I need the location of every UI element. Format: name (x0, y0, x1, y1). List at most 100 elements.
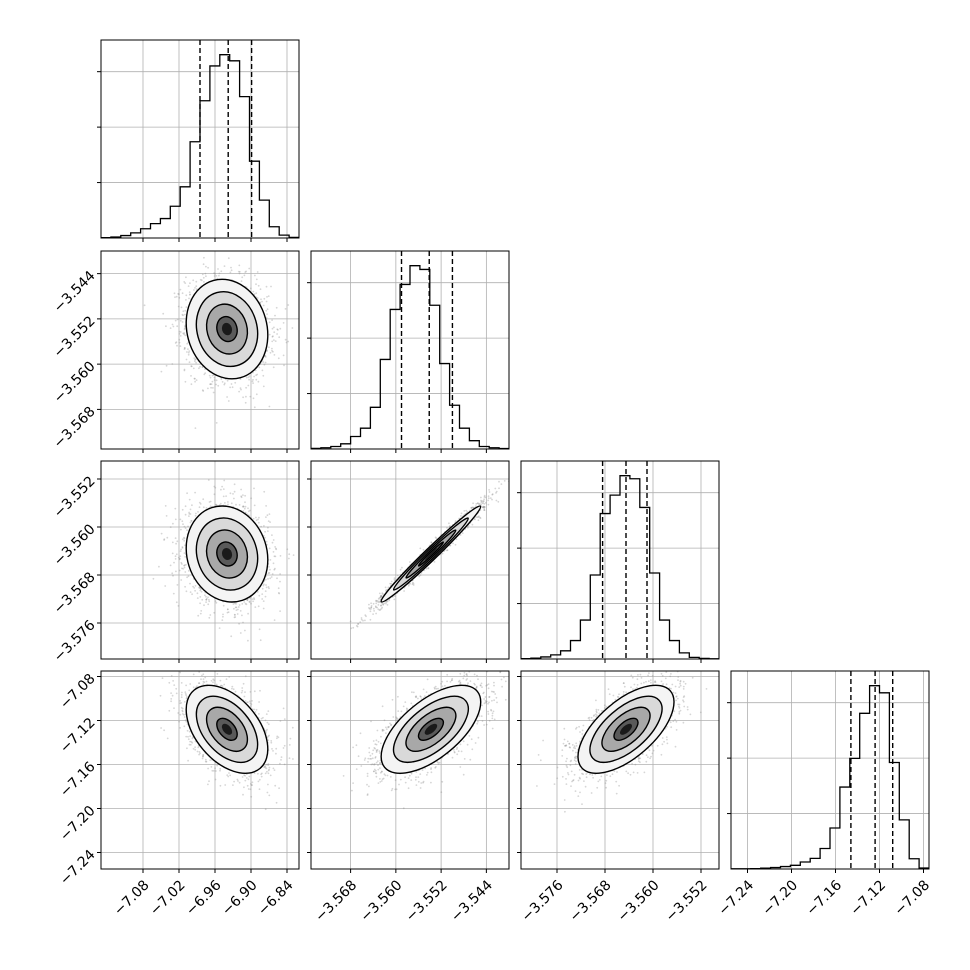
sample-point (201, 598, 204, 601)
sample-point (268, 513, 271, 515)
sample-point (264, 530, 266, 533)
sample-point (187, 570, 190, 572)
sample-point (237, 270, 240, 273)
sample-point (255, 278, 258, 281)
sample-point (218, 272, 221, 275)
sample-point (233, 616, 236, 619)
sample-point (184, 282, 187, 284)
sample-point (229, 492, 232, 495)
sample-point (233, 602, 236, 605)
sample-point (207, 603, 210, 606)
sample-point (191, 504, 193, 507)
sample-point (210, 386, 213, 389)
sample-point (205, 265, 207, 268)
sample-point (182, 523, 184, 526)
sample-point (190, 383, 193, 386)
sample-point (251, 380, 254, 383)
sample-point (185, 306, 188, 308)
sample-point (300, 512, 302, 514)
sample-point (221, 381, 224, 383)
sample-point (262, 600, 265, 602)
sample-point (185, 358, 188, 361)
sample-point (230, 502, 233, 505)
sample-point (256, 373, 259, 376)
sample-point (230, 269, 233, 272)
sample-point (274, 314, 276, 317)
sample-point (279, 327, 282, 330)
sample-point (272, 366, 275, 369)
sample-point (175, 542, 178, 545)
sample-point (195, 285, 198, 288)
sample-point (279, 580, 281, 583)
sample-point (235, 606, 238, 609)
sample-point (208, 600, 211, 603)
sample-point (180, 528, 182, 531)
scatter-1-0 (143, 256, 294, 429)
sample-point (269, 351, 272, 354)
sample-point (181, 567, 183, 570)
sample-point (165, 364, 168, 367)
sample-point (267, 586, 270, 588)
sample-point (191, 593, 194, 596)
sample-point (186, 342, 189, 345)
sample-point (284, 338, 287, 341)
sample-point (222, 604, 225, 607)
sample-point (248, 378, 251, 381)
contour-1 (205, 529, 249, 579)
sample-point (227, 400, 230, 402)
sample-point (269, 559, 272, 561)
sample-point (229, 386, 232, 389)
sample-point (273, 568, 276, 571)
sample-point (188, 297, 190, 300)
sample-point (282, 322, 285, 324)
sample-point (209, 505, 212, 508)
sample-point (252, 517, 255, 520)
sample-point (261, 598, 264, 600)
sample-point (213, 493, 216, 496)
sample-point (245, 386, 248, 389)
sample-point (276, 577, 278, 580)
sample-point (242, 621, 244, 624)
sample-point (198, 506, 201, 509)
sample-point (263, 583, 265, 586)
sample-point (200, 279, 203, 282)
sample-point (183, 332, 186, 334)
sample-point (165, 515, 168, 517)
sample-point (273, 339, 275, 341)
sample-point (183, 348, 186, 351)
sample-point (386, 604, 389, 606)
sample-point (183, 539, 186, 542)
sample-point (195, 288, 198, 290)
sample-point (242, 505, 245, 507)
sample-point (201, 273, 204, 276)
sample-point (188, 513, 191, 515)
sample-point (265, 300, 268, 303)
sample-point (187, 353, 190, 356)
sample-point (262, 584, 265, 587)
sample-point (244, 401, 247, 404)
sample-point (185, 299, 187, 301)
sample-point (209, 383, 212, 385)
sample-point (272, 551, 275, 553)
sample-point (227, 503, 229, 506)
sample-point (213, 272, 216, 275)
sample-point (221, 485, 224, 488)
sample-point (264, 361, 267, 364)
sample-point (160, 532, 163, 535)
sample-point (196, 597, 199, 599)
sample-point (271, 541, 274, 544)
sample-point (211, 374, 214, 377)
sample-point (247, 376, 250, 379)
sample-point (477, 516, 480, 518)
sample-point (189, 293, 192, 296)
sample-point (273, 619, 276, 621)
sample-point (184, 585, 187, 588)
sample-point (193, 377, 196, 380)
sample-point (183, 347, 186, 349)
sample-point (482, 506, 484, 508)
sample-point (202, 263, 205, 266)
sample-point (267, 295, 270, 297)
sample-point (246, 598, 249, 601)
sample-point (253, 375, 256, 378)
sample-point (234, 606, 237, 609)
